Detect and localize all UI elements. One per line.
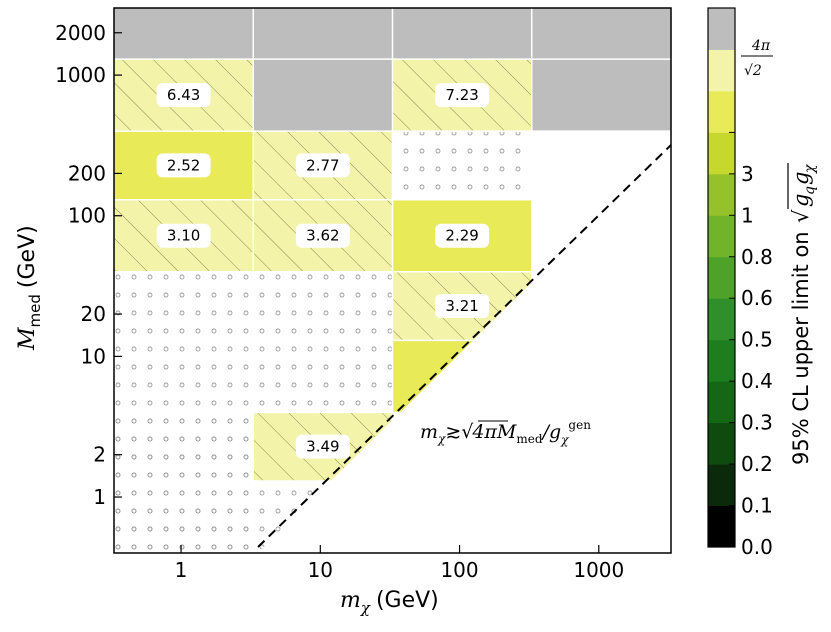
y-tick-label: 2 xyxy=(93,443,106,467)
dotted-region xyxy=(114,412,254,553)
colorbar-segment xyxy=(708,381,735,424)
svg-text:g: g xyxy=(789,172,813,185)
cell-value-label: 2.52 xyxy=(167,156,200,174)
colorbar-tick-label: 0.0 xyxy=(741,535,773,559)
colorbar-tick-label: 0.1 xyxy=(741,494,773,518)
svg-text:χ: χ xyxy=(802,163,818,174)
colorbar-segment xyxy=(708,8,735,50)
colorbar-tick-label: 0.2 xyxy=(741,452,773,476)
cell-label-box xyxy=(435,294,490,319)
x-tick-label: 1 xyxy=(175,558,188,582)
colorbar-segment xyxy=(708,173,735,216)
colorbar-segment xyxy=(708,49,735,92)
heatmap-cell xyxy=(531,8,671,60)
unphysical-region-cover xyxy=(258,145,671,553)
colorbar-segment xyxy=(708,215,735,258)
colorbar-frame xyxy=(707,7,736,548)
y-axis-label: Mmed(GeV) xyxy=(15,225,44,351)
heatmap-cell xyxy=(392,8,532,60)
svg-text:g: g xyxy=(789,194,813,207)
colorbar-segment xyxy=(708,90,735,133)
cell-value-label: 3.10 xyxy=(167,227,200,245)
y-tick-label: 20 xyxy=(81,302,106,326)
colorbar-top-tick-denom: √2 xyxy=(744,63,762,79)
cell-value-label: 2.77 xyxy=(306,156,339,174)
cell-value-label: 2.29 xyxy=(445,227,478,245)
cell-value-label: 3.21 xyxy=(445,297,478,315)
colorbar-top-tick-numer: 4π xyxy=(751,38,771,54)
cell-label-box xyxy=(156,223,211,248)
y-axis-ticks: 1 2 10 20 100 200 1000 2000 xyxy=(55,21,122,509)
dotted-cell xyxy=(392,131,532,200)
cell-label-box xyxy=(435,83,490,108)
boundary-dashed-line xyxy=(257,144,672,548)
colorbar-tick-label: 0.3 xyxy=(741,411,773,435)
x-tick-label: 100 xyxy=(440,558,478,582)
colorbar-segment xyxy=(708,132,735,175)
heatmap-cell xyxy=(253,59,393,132)
cell-label-box xyxy=(435,223,490,248)
plot-frame xyxy=(113,7,672,554)
heatmap-cell xyxy=(114,8,254,60)
x-tick-label: 1000 xyxy=(573,558,624,582)
grid-lines xyxy=(114,8,671,553)
cell-label-box xyxy=(295,434,350,459)
heatmap-cell xyxy=(253,8,393,60)
cell-value-label: 3.62 xyxy=(306,227,339,245)
colorbar-segment xyxy=(708,256,735,299)
svg-text:95% CL upper limit on: 95% CL upper limit on xyxy=(789,231,813,465)
colorbar-ticks: 0.0 0.1 0.2 0.3 0.4 0.5 0.6 0.8 1 3 xyxy=(729,131,773,559)
colorbar-segment xyxy=(708,464,735,507)
colorbar-tick-label: 0.6 xyxy=(741,286,773,310)
colorbar-tick-label: 1 xyxy=(741,203,754,227)
y-tick-label: 200 xyxy=(68,161,106,185)
y-tick-label: 1 xyxy=(93,485,106,509)
y-tick-label: 2000 xyxy=(55,21,106,45)
colorbar-segment xyxy=(708,298,735,341)
cell-value-label: 6.43 xyxy=(167,86,200,104)
x-axis-label: mχ (GeV) xyxy=(340,588,439,617)
colorbar-tick-label: 0.5 xyxy=(741,328,773,352)
annotation: mχ≳√4πMmed/gχgen xyxy=(420,418,591,447)
colorbar-tick-label: 3 xyxy=(741,162,754,186)
cell-label-box xyxy=(295,153,350,178)
colorbar-segment xyxy=(708,339,735,382)
colorbar xyxy=(708,8,735,548)
y-tick-label: 10 xyxy=(81,344,106,368)
x-axis-ticks: 1 10 100 1000 xyxy=(175,545,624,582)
colorbar-segment xyxy=(708,422,735,465)
heatmap-cell xyxy=(531,59,671,132)
cell-label-box xyxy=(156,83,211,108)
colorbar-tick-label: 0.4 xyxy=(741,369,773,393)
cell-label-box xyxy=(295,223,350,248)
cell-label-box xyxy=(156,153,211,178)
x-tick-label: 10 xyxy=(308,558,333,582)
svg-text:q: q xyxy=(802,186,818,195)
colorbar-segment xyxy=(708,505,735,548)
colorbar-tick-label: 0.8 xyxy=(741,245,773,269)
cell-value-label: 7.23 xyxy=(445,86,478,104)
cell-value-labels: 6.43 7.23 2.52 2.77 3.10 3.62 2.29 3.21 3.49 xyxy=(156,83,490,459)
y-tick-label: 100 xyxy=(68,204,106,228)
y-tick-label: 1000 xyxy=(55,63,106,87)
colorbar-label: 95% CL upper limit on √ g q g χ xyxy=(787,163,818,465)
cell-value-label: 3.49 xyxy=(306,438,339,456)
svg-text:√: √ xyxy=(789,209,813,223)
